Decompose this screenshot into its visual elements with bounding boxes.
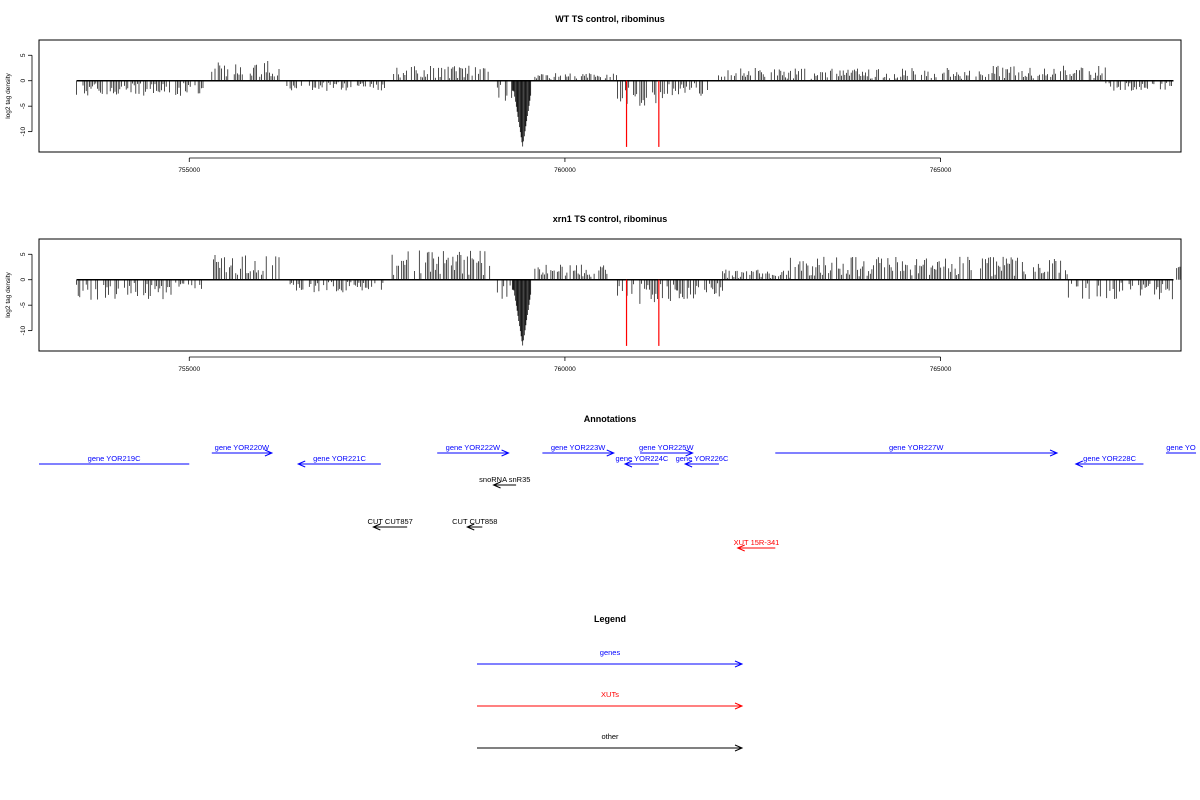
y-tick-label: -10 <box>20 326 27 336</box>
annotation-feature: CUT CUT857 <box>368 517 413 531</box>
feature-label: CUT CUT857 <box>368 517 413 526</box>
annotation-feature: snoRNA snR35 <box>479 475 530 489</box>
annotation-feature: gene YOR219C <box>39 454 190 465</box>
wt-plot-frame <box>38 39 1182 153</box>
wt-axes: 5 0 -5 -10 755000 760000 765000 <box>20 53 952 174</box>
xrn1-plot-frame <box>38 238 1182 352</box>
feature-label: gene YOR228C <box>1083 454 1136 463</box>
annotation-feature: gene YOR223W <box>542 443 616 457</box>
wt-panel-title: WT TS control, ribominus <box>555 14 665 24</box>
annotation-feature: gene YOR220W <box>211 443 274 457</box>
y-tick-label: -5 <box>20 302 27 308</box>
feature-arrowhead <box>492 481 501 489</box>
annotation-feature: gene YOR221C <box>296 454 381 468</box>
wt-density-bars <box>76 61 1174 147</box>
feature-arrowhead <box>372 523 381 531</box>
y-tick-label: 0 <box>20 79 27 83</box>
annotation-feature: gene YO <box>1165 443 1197 454</box>
feature-arrowhead <box>465 523 475 531</box>
wt-panel: WT TS control, ribominus 5 0 -5 -10 755000 76… <box>5 14 1182 174</box>
legend-label: other <box>601 732 619 741</box>
y-tick-label: -5 <box>20 103 27 109</box>
annotation-feature: gene YOR225W <box>639 443 694 457</box>
feature-arrowhead <box>683 460 693 468</box>
x-tick-label: 760000 <box>554 366 576 373</box>
feature-arrowhead <box>736 544 745 552</box>
feature-label: XUT 15R-341 <box>734 538 780 547</box>
feature-arrowhead <box>296 460 306 468</box>
legend-title: Legend <box>594 614 626 624</box>
feature-arrowhead <box>1049 449 1059 457</box>
feature-arrowhead <box>685 449 694 457</box>
feature-label: gene YOR225W <box>639 443 694 452</box>
x-tick-label: 755000 <box>178 167 200 174</box>
x-tick-label: 760000 <box>554 167 576 174</box>
annotations-title: Annotations <box>584 414 637 424</box>
wt-y-axis-label: log2 tag density <box>5 72 12 118</box>
annotation-feature: gene YOR224C <box>615 454 669 468</box>
annotation-feature: CUT CUT858 <box>452 517 497 531</box>
feature-arrowhead <box>606 449 616 457</box>
x-tick-label: 755000 <box>178 366 200 373</box>
xrn1-panel: xrn1 TS control, ribominus 5 0 -5 -10 755000… <box>5 214 1182 373</box>
legend-arrowhead <box>734 744 744 752</box>
feature-label: gene YO <box>1166 443 1196 452</box>
xrn1-axes: 5 0 -5 -10 755000 760000 765000 <box>20 252 952 373</box>
legend-arrowhead <box>734 702 744 710</box>
annotation-feature: gene YOR226C <box>676 454 729 468</box>
x-tick-label: 765000 <box>930 366 952 373</box>
feature-label: gene YOR220W <box>215 443 270 452</box>
x-tick-label: 765000 <box>930 167 952 174</box>
feature-arrowhead <box>1074 460 1084 468</box>
feature-arrowhead <box>623 460 633 468</box>
legend-item: genes <box>477 648 744 668</box>
xrn1-density-bars <box>76 250 1181 346</box>
legend: genes XUTs other <box>477 648 744 752</box>
feature-label: snoRNA snR35 <box>479 475 530 484</box>
feature-label: gene YOR227W <box>889 443 944 452</box>
feature-label: gene YOR226C <box>676 454 729 463</box>
xrn1-panel-title: xrn1 TS control, ribominus <box>553 214 668 224</box>
xrn1-y-axis-label: log2 tag density <box>5 271 12 317</box>
y-tick-label: 0 <box>20 278 27 282</box>
annotation-feature: gene YOR222W <box>437 443 510 457</box>
y-tick-label: 5 <box>20 53 27 57</box>
feature-label: CUT CUT858 <box>452 517 497 526</box>
y-tick-label: -10 <box>20 127 27 137</box>
feature-arrowhead <box>501 449 510 457</box>
annotation-features: gene YOR219C gene YOR220W gene YOR221C gene… <box>39 443 1197 552</box>
legend-label: XUTs <box>601 690 619 699</box>
y-tick-label: 5 <box>20 252 27 256</box>
annotation-feature: XUT 15R-341 <box>734 538 780 552</box>
feature-label: gene YOR224C <box>615 454 668 463</box>
feature-label: gene YOR222W <box>446 443 501 452</box>
feature-label: gene YOR221C <box>313 454 366 463</box>
legend-item: other <box>477 732 744 752</box>
feature-label: gene YOR223W <box>551 443 606 452</box>
legend-label: genes <box>600 648 621 657</box>
annotation-feature: gene YOR228C <box>1074 454 1144 468</box>
legend-item: XUTs <box>477 690 744 710</box>
legend-arrowhead <box>734 660 744 668</box>
annotation-feature: gene YOR227W <box>775 443 1059 457</box>
feature-label: gene YOR219C <box>88 454 141 463</box>
feature-arrowhead <box>264 449 274 457</box>
